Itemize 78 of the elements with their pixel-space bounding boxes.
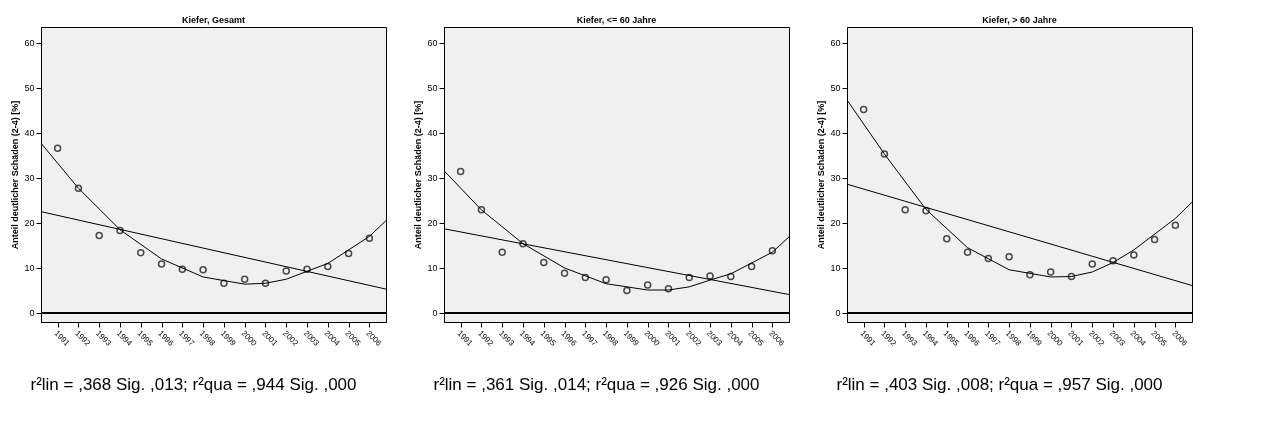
y-tick-label: 30 (830, 173, 841, 184)
point (984, 254, 993, 263)
y-tick-label: 20 (830, 218, 841, 229)
point (74, 184, 83, 192)
point (178, 265, 187, 274)
point (901, 206, 909, 214)
point (922, 207, 930, 215)
point (768, 247, 777, 255)
point (859, 105, 868, 114)
y-tick-label: 10 (24, 263, 35, 274)
point (116, 226, 124, 235)
point (456, 167, 465, 176)
point (498, 248, 506, 256)
text: r²lin = ,361 Sig. ,014; r²qua = ,926 Sig. ,000 (433, 375, 760, 394)
point (1046, 268, 1055, 276)
y-tick-label: 0 (835, 308, 841, 319)
y-tick-label: 40 (24, 128, 35, 139)
y-tick-label: 40 (830, 128, 841, 139)
y-tick-label: 60 (427, 38, 438, 49)
point (303, 265, 311, 274)
point (53, 144, 62, 152)
point (199, 266, 207, 274)
point (1005, 252, 1013, 261)
point (220, 279, 228, 288)
y-axis-title: Anteil deutlicher Schäden (2-4) [%] (816, 100, 827, 250)
point (560, 269, 569, 278)
y-tick-label: 30 (427, 173, 438, 184)
text: r²lin = ,368 Sig. ,013; r²qua = ,944 Sig. ,000 (30, 375, 357, 394)
point (706, 272, 714, 280)
point (643, 281, 652, 289)
point (519, 239, 527, 248)
y-axis-title: Anteil deutlicher Schäden (2-4) [%] (413, 100, 424, 250)
point (540, 258, 548, 267)
chart-title: Kiefer, > 60 Jahre (982, 15, 1057, 25)
point (963, 248, 972, 256)
point (664, 284, 673, 293)
point (365, 234, 374, 242)
point (685, 273, 693, 282)
y-tick-label: 50 (830, 83, 841, 94)
y-tick-label: 20 (427, 218, 438, 229)
point (602, 275, 610, 284)
point (324, 262, 332, 271)
point (880, 150, 889, 158)
point (1088, 260, 1096, 268)
point (1026, 270, 1034, 279)
point (477, 206, 486, 214)
y-tick-label: 20 (24, 218, 35, 229)
y-tick-label: 10 (830, 263, 841, 274)
point (137, 248, 145, 257)
y-tick-label: 0 (29, 308, 35, 319)
y-axis-title: Anteil deutlicher Schäden (2-4) [%] (10, 100, 21, 250)
y-tick-label: 50 (24, 83, 35, 94)
point (1171, 221, 1180, 229)
y-tick-label: 0 (432, 308, 438, 319)
point (1109, 257, 1117, 265)
point (261, 279, 270, 288)
y-tick-label: 60 (24, 38, 35, 49)
chart-title: Kiefer, <= 60 Jahre (576, 15, 657, 25)
point (157, 260, 166, 268)
y-tick-label: 40 (427, 128, 438, 139)
y-tick-label: 50 (427, 83, 438, 94)
point (1150, 235, 1159, 244)
chart-title: Kiefer, Gesamt (181, 15, 246, 25)
point (240, 275, 249, 283)
point (727, 272, 735, 281)
point (747, 262, 756, 271)
point (344, 249, 353, 258)
point (581, 273, 590, 282)
point (282, 267, 290, 275)
point (1067, 272, 1076, 281)
point (623, 286, 631, 295)
y-tick-label: 10 (427, 263, 438, 274)
y-tick-label: 30 (24, 173, 35, 184)
point (1130, 251, 1138, 259)
text: r²lin = ,403 Sig. ,008; r²qua = ,957 Sig. ,000 (836, 375, 1163, 394)
point (943, 234, 951, 243)
point (95, 231, 103, 240)
y-tick-label: 60 (830, 38, 841, 49)
